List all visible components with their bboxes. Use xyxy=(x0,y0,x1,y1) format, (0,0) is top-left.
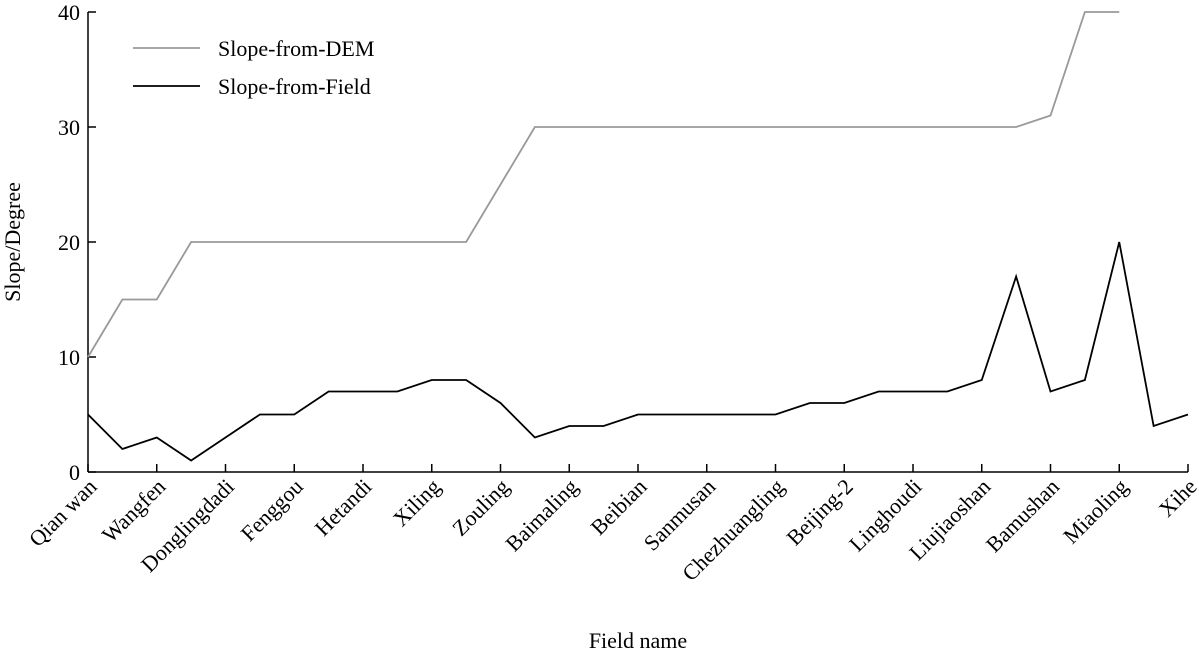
x-tick-label: Xihe xyxy=(1154,474,1199,522)
y-tick-label: 40 xyxy=(58,0,80,25)
x-tick-label: Miaoling xyxy=(1058,474,1133,549)
x-tick-label: Zouling xyxy=(447,474,514,541)
legend-label: Slope-from-DEM xyxy=(218,36,374,61)
series-line xyxy=(87,241,1189,462)
y-tick-label: 30 xyxy=(58,115,80,140)
x-tick-label: Xiling xyxy=(388,474,445,531)
y-axis-label: Slope/Degree xyxy=(0,182,25,302)
series-line xyxy=(87,11,1120,358)
legend-label: Slope-from-Field xyxy=(218,74,371,99)
x-tick-label: Qian wan xyxy=(24,474,102,552)
x-tick-label: Hetandi xyxy=(310,474,377,541)
x-tick-label: Bamushan xyxy=(981,474,1064,557)
y-tick-label: 0 xyxy=(69,460,80,485)
x-axis-label: Field name xyxy=(589,628,687,653)
y-tick-label: 20 xyxy=(58,230,80,255)
x-tick-label: Baimaling xyxy=(500,474,582,556)
x-tick-label: Fenggou xyxy=(236,474,308,546)
y-tick-label: 10 xyxy=(58,345,80,370)
x-tick-label: Beibian xyxy=(585,474,651,540)
